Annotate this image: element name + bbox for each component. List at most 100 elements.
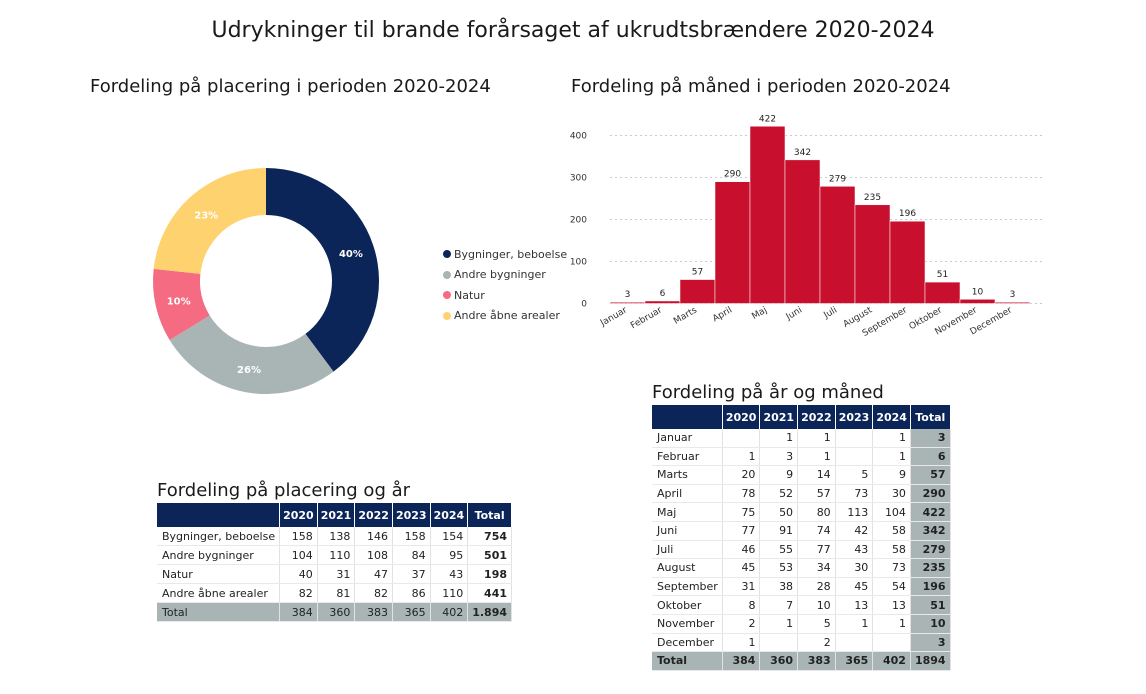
legend-label: Andre bygninger (454, 268, 546, 282)
y-tick-label: 200 (570, 216, 587, 226)
bar-oktober (924, 281, 961, 304)
table-cell: 1 (722, 633, 761, 653)
legend-label: Natur (454, 288, 485, 302)
legend-label: Andre åbne arealer (454, 309, 560, 323)
table-cell: 7 (759, 595, 799, 615)
table-cell: 235 (910, 558, 951, 578)
table-row: Andre bygninger 104 110 108 84 95 501 (157, 545, 513, 565)
month-year-table: 2020 2021 2022 2023 2024 Total Januar 1 1 1 3 Febru… (652, 405, 951, 671)
table-cell: 501 (467, 545, 513, 565)
table-cell: 52 (759, 484, 799, 504)
bar-maj (749, 126, 786, 304)
bar-februar (644, 300, 681, 304)
row-label: Andre åbne arealer (157, 583, 281, 603)
column-header (652, 405, 723, 429)
column-header: 2023 (392, 503, 431, 527)
column-header: Total (910, 405, 951, 429)
table-cell: 402 (872, 651, 911, 671)
legend-item-andre-bygninger: Andre bygninger (443, 265, 567, 286)
table-cell: 2 (797, 633, 836, 653)
column-header: 2024 (430, 503, 469, 527)
x-tick-label: Marts (672, 305, 699, 326)
table-cell: 10 (797, 595, 836, 615)
row-label: Bygninger, beboelse (157, 527, 281, 546)
bar-value-label: 422 (759, 114, 776, 124)
donut-legend: Bygninger, beboelse Andre bygninger Natur A… (443, 244, 567, 326)
legend-label: Bygninger, beboelse (454, 247, 568, 261)
row-label: November (652, 614, 723, 634)
table-cell: 198 (467, 564, 513, 584)
table-cell: 91 (759, 521, 799, 541)
table-cell: 422 (910, 502, 951, 522)
table-cell: 290 (910, 484, 951, 504)
table-cell: 3 (910, 633, 951, 653)
table-header-row: 2020 2021 2022 2023 2024 Total (652, 405, 951, 429)
table-cell: 95 (430, 545, 469, 565)
table-cell: 5 (835, 465, 874, 485)
table-cell: 1 (835, 614, 874, 634)
legend-item-bygninger-beboelse: Bygninger, beboelse (443, 244, 567, 265)
table-cell (722, 429, 761, 448)
donut-slice-bygninger-beboelse (266, 168, 379, 372)
table-cell: 57 (797, 484, 836, 504)
x-tick-label: Januar (598, 305, 629, 329)
table-row: Andre åbne arealer 82 81 82 86 110 441 (157, 583, 513, 603)
y-tick-label: 100 (570, 258, 587, 268)
table-row: Februar 1 3 1 1 6 (652, 447, 951, 467)
table-cell: 1 (759, 429, 799, 448)
row-label: April (652, 484, 723, 504)
column-header: Total (467, 503, 513, 527)
column-header: 2021 (759, 405, 799, 429)
table-cell: 55 (759, 540, 799, 560)
legend-item-andre-aabne-arealer: Andre åbne arealer (443, 306, 567, 327)
table-cell: 1 (872, 447, 911, 467)
table-cell: 42 (835, 521, 874, 541)
row-label: Total (652, 651, 723, 671)
table-cell: 43 (835, 540, 874, 560)
table-cell: 80 (797, 502, 836, 522)
donut-slice-natur (153, 268, 210, 340)
y-tick-label: 400 (570, 132, 587, 142)
bar-value-label: 279 (829, 174, 846, 184)
bar-value-label: 290 (724, 170, 741, 180)
table-cell: 384 (722, 651, 761, 671)
bar-november (959, 299, 996, 304)
table-cell: 158 (279, 527, 318, 546)
x-tick-label: Juni (784, 305, 804, 322)
bar-value-label: 57 (692, 268, 703, 278)
table-cell: 30 (872, 484, 911, 504)
column-header: 2023 (835, 405, 874, 429)
bar-august (854, 204, 891, 304)
table-cell: 1 (797, 429, 836, 448)
table-cell: 158 (392, 527, 431, 546)
table-cell: 3 (910, 429, 951, 448)
column-header: 2022 (797, 405, 836, 429)
table-cell: 360 (759, 651, 799, 671)
column-header: 2020 (722, 405, 761, 429)
table-cell: 31 (722, 577, 761, 597)
donut-percent-label: 40% (339, 249, 363, 260)
table-cell: 28 (797, 577, 836, 597)
row-label: December (652, 633, 723, 653)
bar-value-label: 6 (660, 289, 666, 299)
legend-dot (443, 291, 451, 300)
table-cell: 1.894 (467, 602, 513, 622)
table-cell: 365 (392, 602, 431, 622)
table-cell: 196 (910, 577, 951, 597)
table-cell: 78 (722, 484, 761, 504)
main-title: Udrykninger til brande forårsaget af ukr… (211, 18, 935, 43)
table-cell: 51 (910, 595, 951, 615)
donut-slice-andre-bygninger (169, 315, 334, 394)
x-tick-label: Juli (822, 305, 839, 321)
x-tick-label: Februar (629, 305, 664, 331)
table-cell: 38 (759, 577, 799, 597)
table-cell: 58 (872, 540, 911, 560)
table-cell: 279 (910, 540, 951, 560)
legend-dot (443, 311, 451, 320)
bar-value-label: 342 (794, 148, 811, 158)
bar-value-label: 10 (972, 287, 984, 297)
table-cell: 384 (279, 602, 318, 622)
row-label: Oktober (652, 595, 723, 615)
row-label: Total (157, 602, 281, 622)
column-header: 2024 (872, 405, 911, 429)
